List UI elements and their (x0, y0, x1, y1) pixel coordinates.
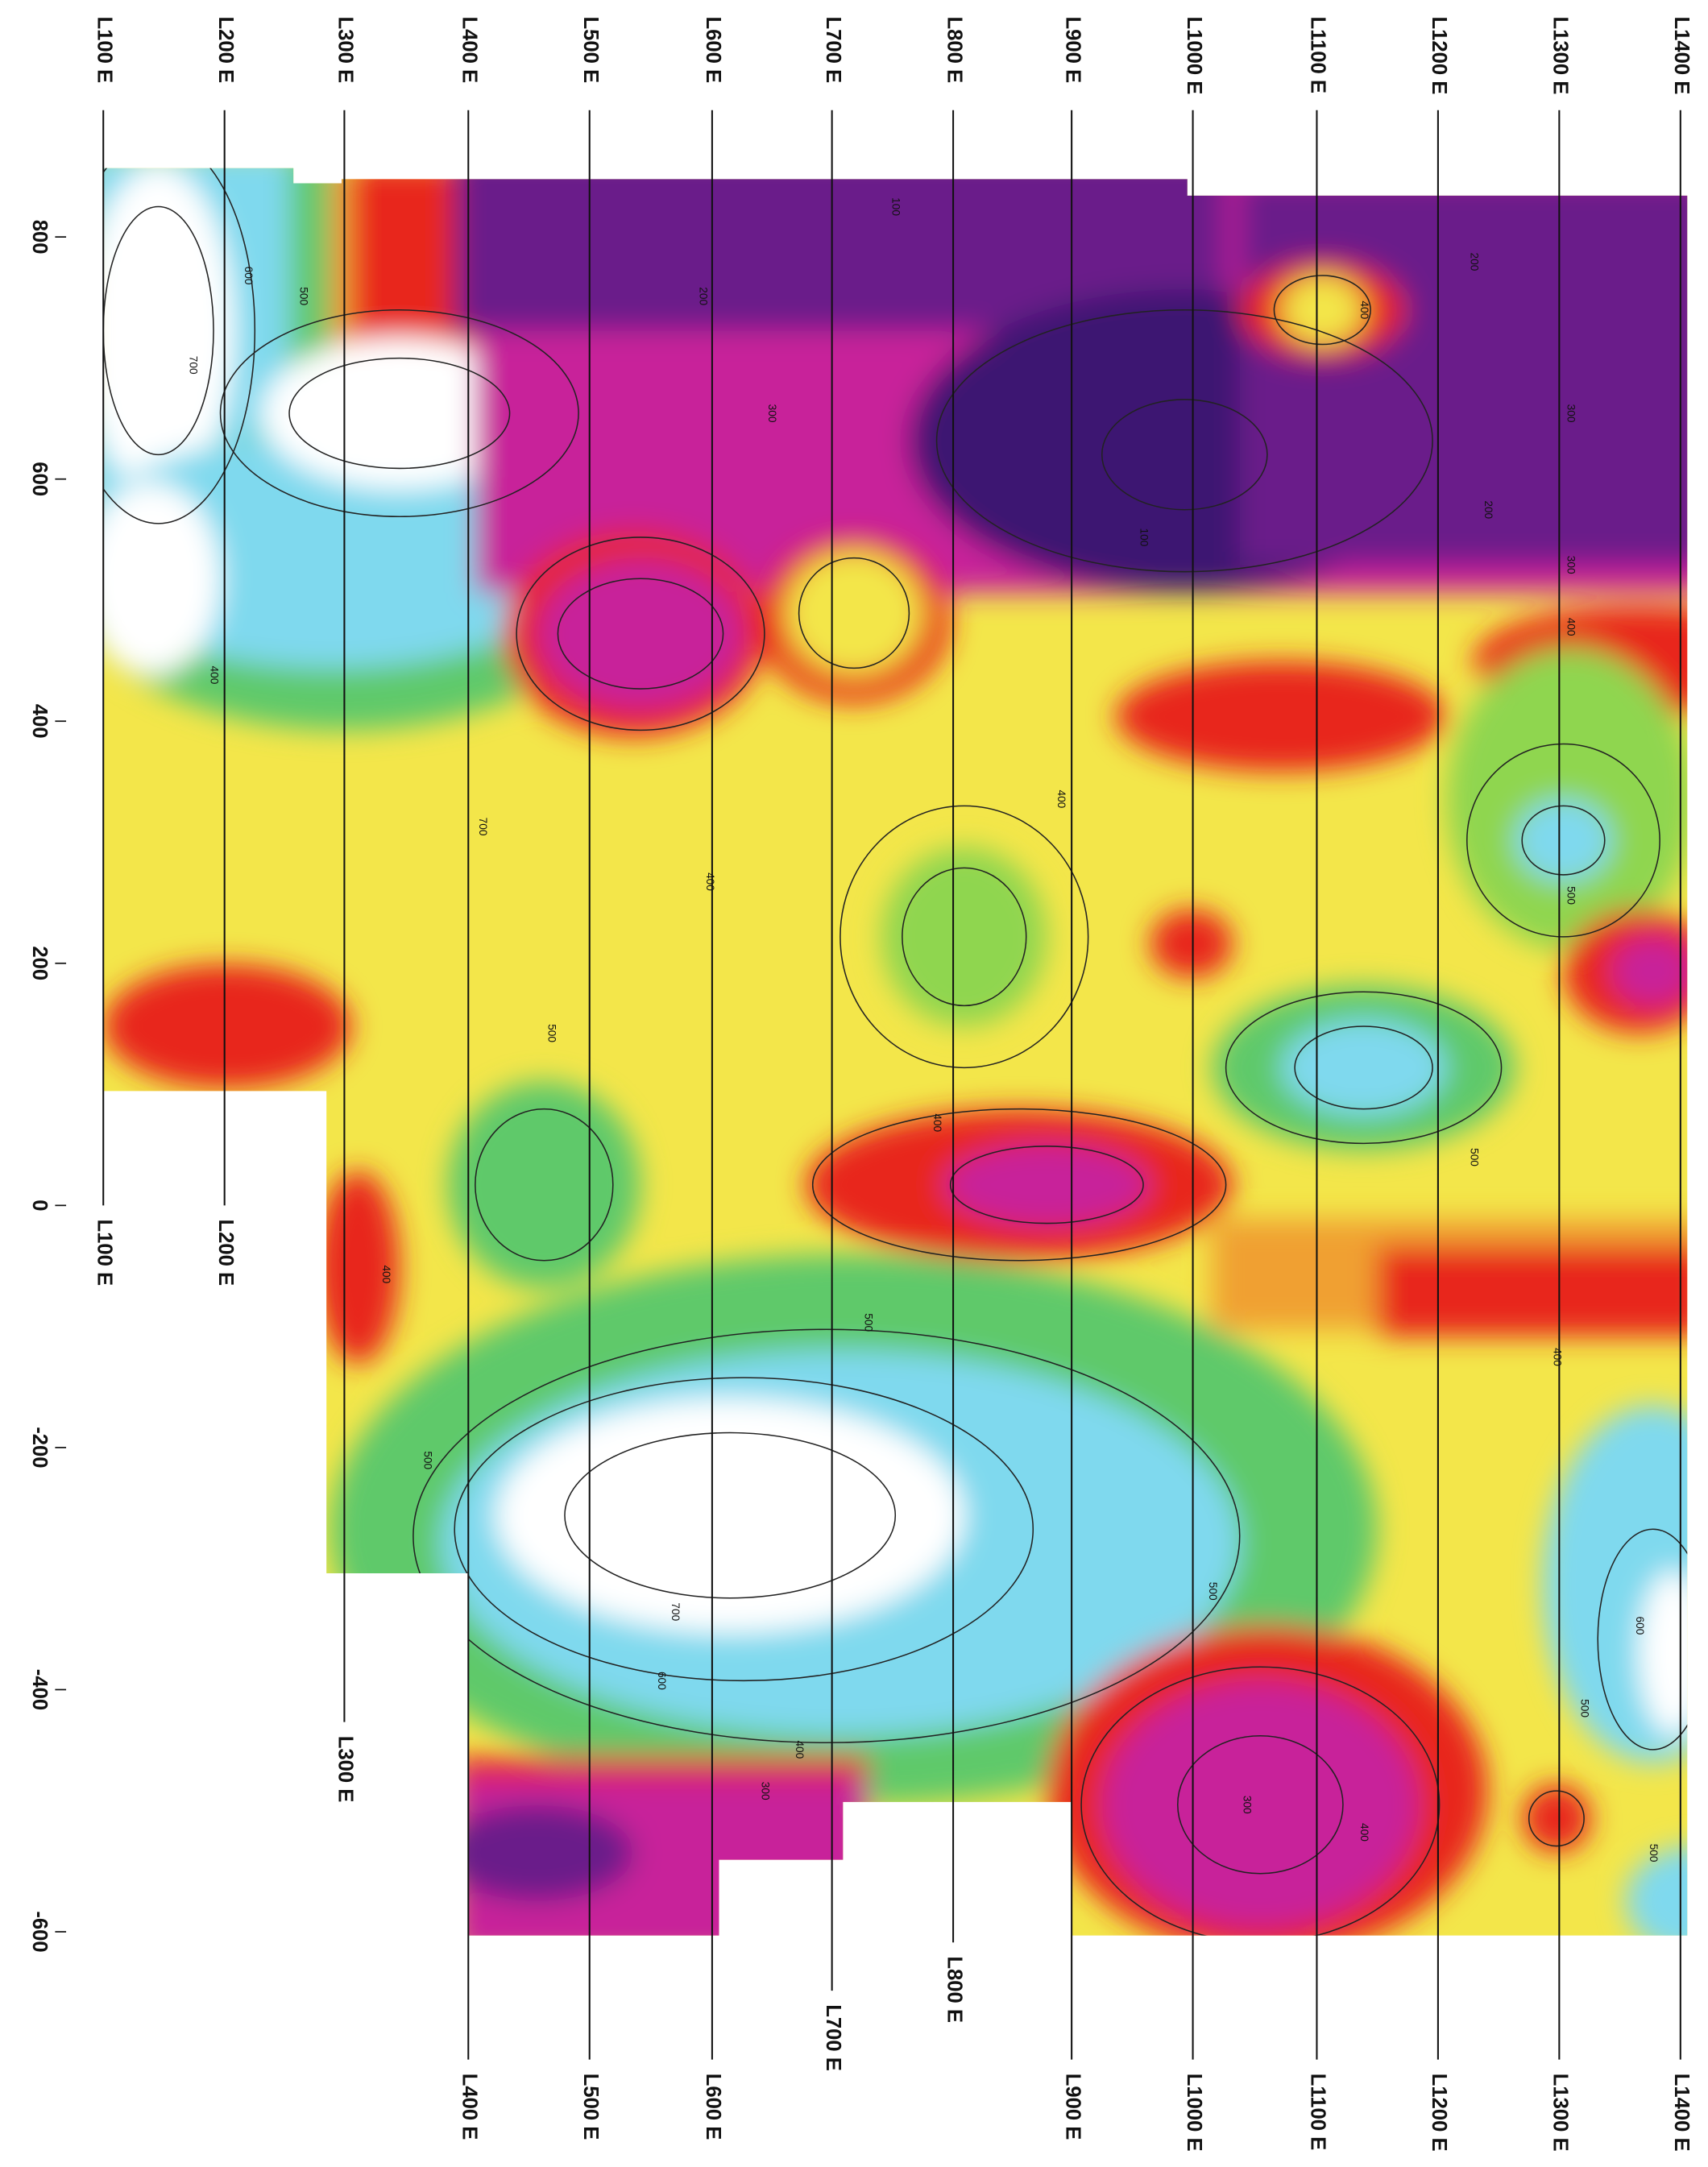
line-label-top: L700 E (822, 17, 844, 84)
line-label-bottom: L1300 E (1549, 2074, 1572, 2152)
line-label-top: L300 E (334, 17, 357, 84)
line-label-bottom: L200 E (214, 1219, 237, 1286)
contour-label: 500 (1565, 886, 1577, 905)
contour-label: 700 (670, 1602, 682, 1621)
contour-label: 300 (1565, 556, 1577, 574)
y-tick-label: -600 (28, 1911, 51, 1952)
contour-label: 300 (1242, 1796, 1254, 1814)
y-tick-label: -400 (28, 1669, 51, 1710)
contour-label: 400 (380, 1265, 392, 1283)
line-label-bottom: L1400 E (1670, 2074, 1693, 2152)
contour-label: 400 (1565, 618, 1577, 636)
contour-label: 500 (1579, 1699, 1591, 1717)
line-label-top: L600 E (702, 17, 724, 84)
contour-label: 700 (188, 356, 200, 375)
line-label-bottom: L600 E (702, 2074, 724, 2140)
contour-label: 400 (1055, 789, 1068, 808)
contour-label: 300 (759, 1782, 771, 1800)
line-label-bottom: L700 E (822, 2004, 844, 2071)
line-label-top: L100 E (93, 17, 115, 84)
contour-label: 400 (208, 666, 220, 685)
line-label-top: L500 E (579, 17, 602, 84)
contour-label: 100 (890, 197, 902, 216)
contour-label: 400 (794, 1740, 806, 1759)
contour-label: 500 (298, 287, 310, 305)
contour-label: 500 (545, 1024, 558, 1042)
line-label-bottom: L1100 E (1307, 2074, 1329, 2150)
contour-label: 500 (1469, 1148, 1481, 1166)
y-tick-label: 0 (28, 1200, 51, 1211)
line-label-top: L1300 E (1549, 17, 1572, 95)
y-tick-label: 400 (28, 704, 51, 739)
line-label-top: L1000 E (1183, 17, 1205, 95)
y-tick-label: 200 (28, 946, 51, 980)
contour-label: 300 (766, 404, 778, 423)
contour-label: 400 (1551, 1348, 1563, 1366)
contour-label: 400 (931, 1113, 943, 1132)
contour-label: 200 (1469, 253, 1481, 271)
contour-label: 600 (1634, 1617, 1646, 1635)
contour-label: 500 (1648, 1844, 1660, 1862)
contour-label: 400 (704, 872, 716, 891)
line-label-bottom: L400 E (458, 2074, 481, 2140)
page: L100 E L100 E L200 E L200 E L300 E L300 E L400… (0, 0, 1708, 2167)
line-label-bottom: L800 E (943, 1956, 965, 2023)
y-tick-label: -200 (28, 1427, 51, 1468)
color-fill (62, 138, 1708, 1956)
line-label-bottom: L1200 E (1428, 2074, 1450, 2152)
line-label-bottom: L1000 E (1183, 2074, 1205, 2152)
line-label-bottom: L300 E (334, 1736, 357, 1803)
y-tick-label: 600 (28, 462, 51, 496)
contour-label: 500 (1207, 1582, 1219, 1601)
contour-label: 100 (1138, 528, 1150, 547)
line-label-bottom: L500 E (579, 2074, 602, 2140)
line-label-top: L1100 E (1307, 17, 1329, 93)
line-label-top: L200 E (214, 17, 237, 84)
contour-map: L100 E L100 E L200 E L200 E L300 E L300 E L400… (0, 0, 1708, 2167)
contour-label: 600 (243, 267, 255, 285)
contour-label: 200 (697, 287, 709, 305)
line-label-top: L900 E (1061, 17, 1084, 84)
line-label-top: L400 E (458, 17, 481, 84)
line-label-top: L1400 E (1670, 17, 1693, 95)
contour-label: 200 (1482, 500, 1494, 519)
contour-label: 400 (1358, 300, 1370, 319)
line-label-bottom: L900 E (1061, 2074, 1084, 2140)
y-tick-label: 800 (28, 220, 51, 255)
line-label-top: L1200 E (1428, 17, 1450, 95)
line-label-bottom: L100 E (93, 1219, 115, 1286)
contour-label: 700 (477, 818, 489, 836)
contour-label: 400 (1358, 1823, 1370, 1842)
contour-label: 500 (421, 1451, 433, 1469)
contour-label: 300 (1565, 404, 1577, 423)
contour-label: 600 (656, 1672, 668, 1690)
contour-label: 500 (862, 1313, 874, 1332)
line-label-top: L800 E (943, 17, 965, 84)
